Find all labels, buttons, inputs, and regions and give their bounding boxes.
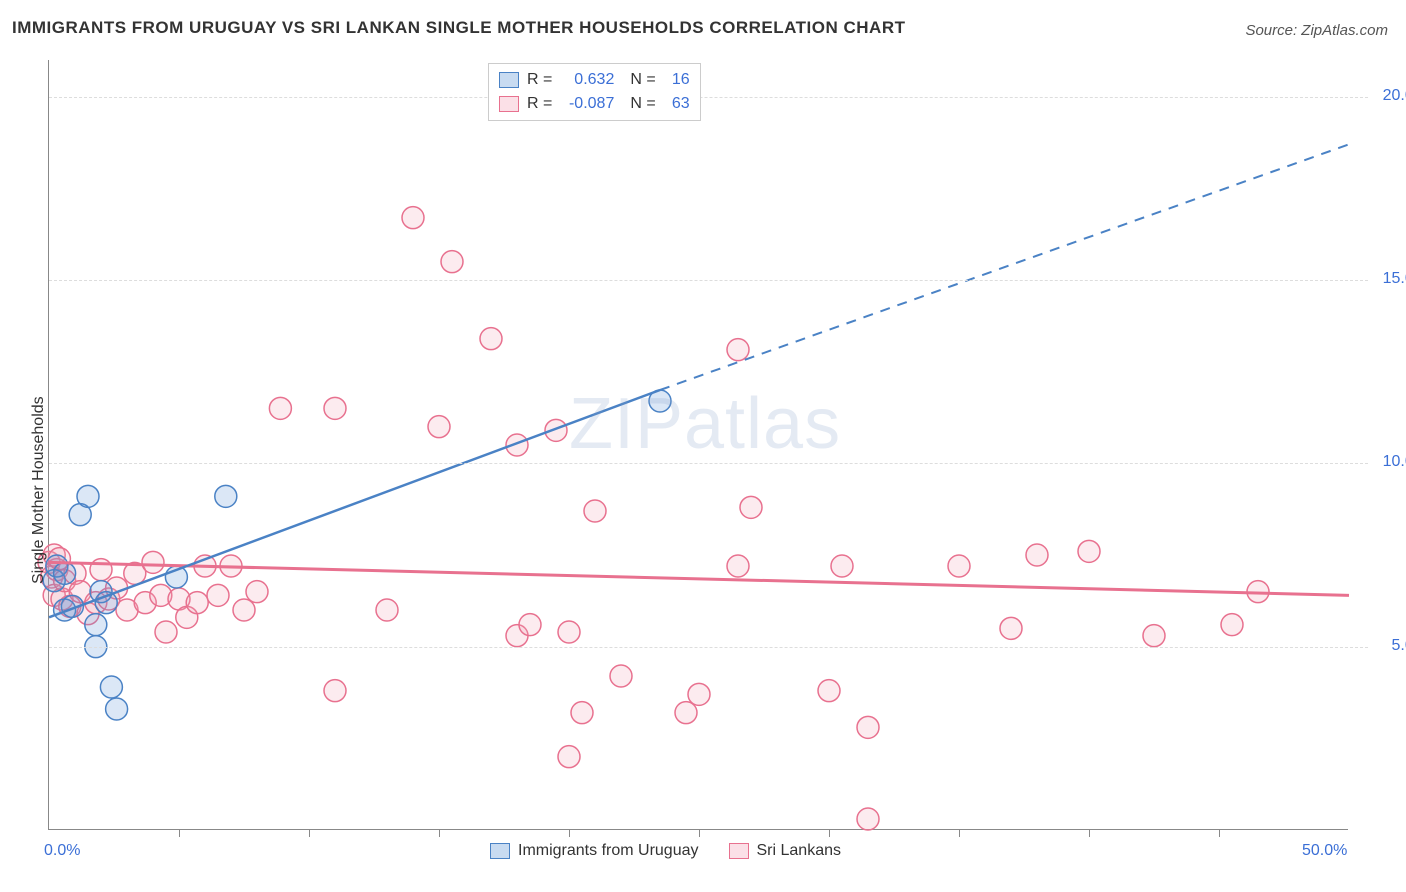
legend-row: R = -0.087 N = 63 xyxy=(499,92,690,116)
x-tick xyxy=(179,829,180,837)
data-point xyxy=(1026,544,1048,566)
data-point xyxy=(675,702,697,724)
x-axis-min-label: 0.0% xyxy=(44,842,80,860)
data-point xyxy=(402,207,424,229)
data-point xyxy=(142,551,164,573)
legend-item: Sri Lankans xyxy=(729,842,842,860)
data-point xyxy=(857,808,879,830)
data-point xyxy=(610,665,632,687)
trend-line xyxy=(49,562,1349,595)
x-tick xyxy=(1089,829,1090,837)
data-point xyxy=(155,621,177,643)
data-point xyxy=(1000,617,1022,639)
data-point xyxy=(727,555,749,577)
data-point xyxy=(376,599,398,621)
data-point xyxy=(106,698,128,720)
series-legend: Immigrants from Uruguay Sri Lankans xyxy=(490,842,841,860)
data-point xyxy=(1078,540,1100,562)
data-point xyxy=(207,584,229,606)
data-point xyxy=(818,680,840,702)
legend-n-label: N = xyxy=(630,95,655,113)
legend-swatch xyxy=(490,843,510,859)
gridline xyxy=(49,463,1368,464)
data-point xyxy=(269,397,291,419)
y-tick-label: 5.0% xyxy=(1358,637,1406,655)
legend-series-name: Immigrants from Uruguay xyxy=(518,842,699,860)
data-point xyxy=(831,555,853,577)
data-point xyxy=(1143,625,1165,647)
correlation-legend: R = 0.632 N = 16 R = -0.087 N = 63 xyxy=(488,63,701,121)
chart-title: IMMIGRANTS FROM URUGUAY VS SRI LANKAN SI… xyxy=(12,18,905,38)
legend-swatch xyxy=(729,843,749,859)
data-point xyxy=(688,683,710,705)
data-point xyxy=(558,746,580,768)
x-tick xyxy=(1219,829,1220,837)
legend-swatch xyxy=(499,72,519,88)
legend-r-value: 0.632 xyxy=(558,71,614,89)
legend-swatch xyxy=(499,96,519,112)
gridline xyxy=(49,97,1368,98)
legend-r-value: -0.087 xyxy=(558,95,614,113)
legend-item: Immigrants from Uruguay xyxy=(490,842,699,860)
y-tick-label: 15.0% xyxy=(1358,270,1406,288)
data-point xyxy=(727,339,749,361)
y-tick-label: 10.0% xyxy=(1358,453,1406,471)
data-point xyxy=(480,328,502,350)
data-point xyxy=(584,500,606,522)
data-point xyxy=(85,614,107,636)
data-point xyxy=(54,562,76,584)
y-axis-title: Single Mother Households xyxy=(30,396,48,584)
data-point xyxy=(77,485,99,507)
legend-row: R = 0.632 N = 16 xyxy=(499,68,690,92)
data-point xyxy=(324,680,346,702)
x-tick xyxy=(569,829,570,837)
data-point xyxy=(186,592,208,614)
legend-n-value: 63 xyxy=(662,95,690,113)
legend-n-label: N = xyxy=(630,71,655,89)
y-tick-label: 20.0% xyxy=(1358,87,1406,105)
scatter-plot-area: ZIPatlas xyxy=(48,60,1348,830)
data-point xyxy=(215,485,237,507)
data-point xyxy=(324,397,346,419)
x-axis-max-label: 50.0% xyxy=(1302,842,1347,860)
data-point xyxy=(1221,614,1243,636)
data-point xyxy=(428,416,450,438)
x-tick xyxy=(699,829,700,837)
data-point xyxy=(441,251,463,273)
legend-n-value: 16 xyxy=(662,71,690,89)
data-point xyxy=(948,555,970,577)
source-attribution: Source: ZipAtlas.com xyxy=(1245,22,1388,39)
trend-line xyxy=(49,390,660,617)
legend-r-label: R = xyxy=(527,71,552,89)
data-point xyxy=(519,614,541,636)
gridline xyxy=(49,647,1368,648)
x-tick xyxy=(829,829,830,837)
gridline xyxy=(49,280,1368,281)
legend-series-name: Sri Lankans xyxy=(757,842,842,860)
x-tick xyxy=(959,829,960,837)
x-tick xyxy=(439,829,440,837)
data-point xyxy=(100,676,122,698)
data-point xyxy=(857,716,879,738)
legend-r-label: R = xyxy=(527,95,552,113)
data-point xyxy=(740,496,762,518)
data-point xyxy=(558,621,580,643)
data-point xyxy=(246,581,268,603)
data-point xyxy=(233,599,255,621)
x-tick xyxy=(309,829,310,837)
plot-svg xyxy=(49,60,1349,830)
trend-line-extrapolated xyxy=(660,144,1349,390)
data-point xyxy=(571,702,593,724)
